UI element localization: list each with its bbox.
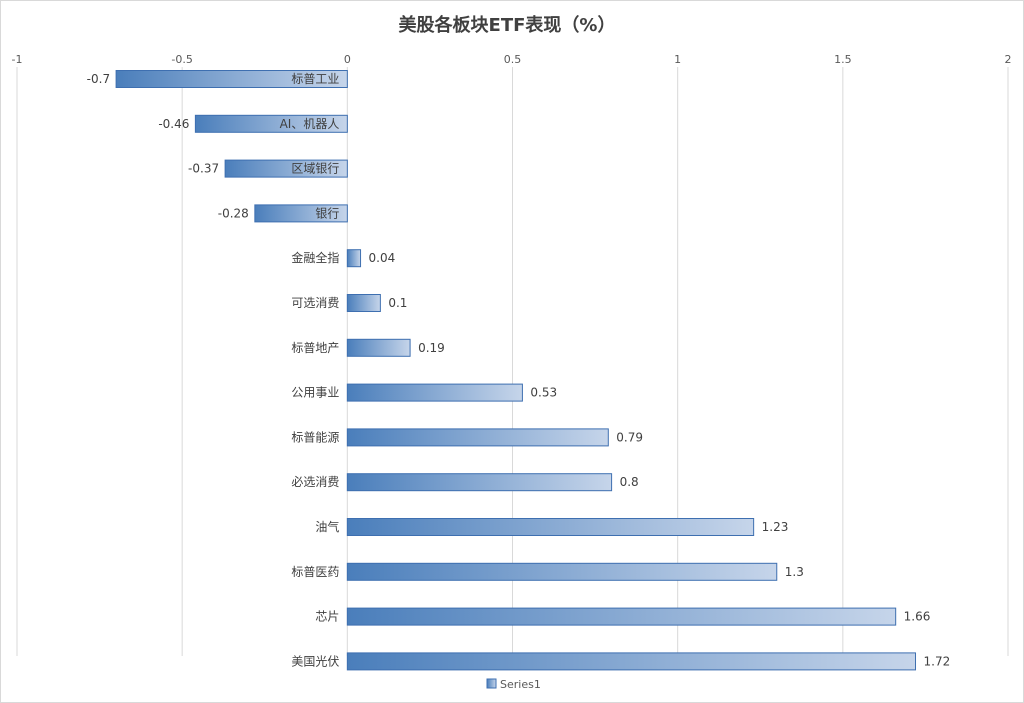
bar bbox=[346, 518, 755, 536]
value-label: -0.28 bbox=[218, 206, 249, 220]
category-labels: 标普工业 AI、机器人区域银行银行金融全指可选消费标普地产公用事业标普能源必选消费… bbox=[280, 72, 340, 668]
x-tick-label: 1.5 bbox=[834, 53, 852, 66]
value-label: 1.72 bbox=[924, 654, 951, 668]
category-label: 芯片 bbox=[315, 610, 339, 624]
value-label: 0.79 bbox=[616, 430, 643, 444]
category-label: 油气 bbox=[315, 519, 339, 534]
bar bbox=[115, 70, 348, 88]
bar bbox=[346, 249, 362, 268]
bar bbox=[346, 428, 609, 447]
bar bbox=[346, 562, 778, 581]
category-label: 可选消费 bbox=[291, 296, 339, 310]
value-label: -0.46 bbox=[158, 117, 189, 131]
value-label: -0.37 bbox=[188, 162, 219, 176]
legend-label: Series1 bbox=[500, 678, 541, 691]
bar bbox=[254, 204, 348, 223]
value-label: 1.66 bbox=[904, 610, 931, 624]
value-label: 0.19 bbox=[418, 341, 445, 355]
chart-title: 美股各板块ETF表现（%） bbox=[399, 14, 616, 36]
x-axis-ticks: -1 -0.5 0 0.5 1 1.5 2 bbox=[12, 53, 1012, 66]
category-label: 标普工业 bbox=[291, 72, 339, 86]
x-tick-label: 1 bbox=[674, 53, 681, 66]
category-label: 标普能源 bbox=[291, 430, 339, 444]
category-label: 公用事业 bbox=[291, 386, 339, 400]
value-label: 0.8 bbox=[620, 475, 639, 489]
bars bbox=[115, 70, 917, 671]
category-label: 美国光伏 bbox=[291, 654, 339, 668]
x-tick-label: 0 bbox=[344, 53, 351, 66]
category-label: 必选消费 bbox=[291, 475, 339, 489]
category-label: 区域银行 bbox=[291, 162, 339, 176]
bar bbox=[346, 473, 613, 492]
value-label: 0.1 bbox=[388, 296, 407, 310]
category-label: 金融全指 bbox=[291, 250, 339, 265]
legend-swatch bbox=[486, 678, 497, 689]
x-tick-label: 2 bbox=[1005, 53, 1012, 66]
bar bbox=[224, 159, 348, 178]
x-tick-label: 0.5 bbox=[504, 53, 522, 66]
x-tick-label: -1 bbox=[12, 53, 23, 66]
category-label: 银行 bbox=[315, 206, 339, 220]
value-label: 1.3 bbox=[785, 565, 804, 579]
bar bbox=[194, 114, 348, 133]
bar bbox=[346, 294, 381, 312]
value-label: 0.53 bbox=[530, 386, 557, 400]
category-label: 标普地产 bbox=[291, 341, 339, 355]
bar bbox=[346, 338, 411, 357]
value-labels: -0.7 -0.46 -0.37 -0.28 0.04 0.1 0.19 0.53 0.79 0.… bbox=[87, 72, 951, 668]
value-label: 1.23 bbox=[762, 520, 789, 534]
category-label: 标普医药 bbox=[291, 565, 339, 579]
bar bbox=[346, 652, 917, 671]
x-tick-label: -0.5 bbox=[171, 53, 192, 66]
value-label: 0.04 bbox=[369, 251, 396, 265]
bar bbox=[346, 383, 523, 402]
legend: Series1 bbox=[486, 678, 541, 691]
value-label: -0.7 bbox=[87, 72, 110, 86]
category-label: AI、机器人 bbox=[280, 117, 340, 131]
bar bbox=[346, 607, 897, 626]
